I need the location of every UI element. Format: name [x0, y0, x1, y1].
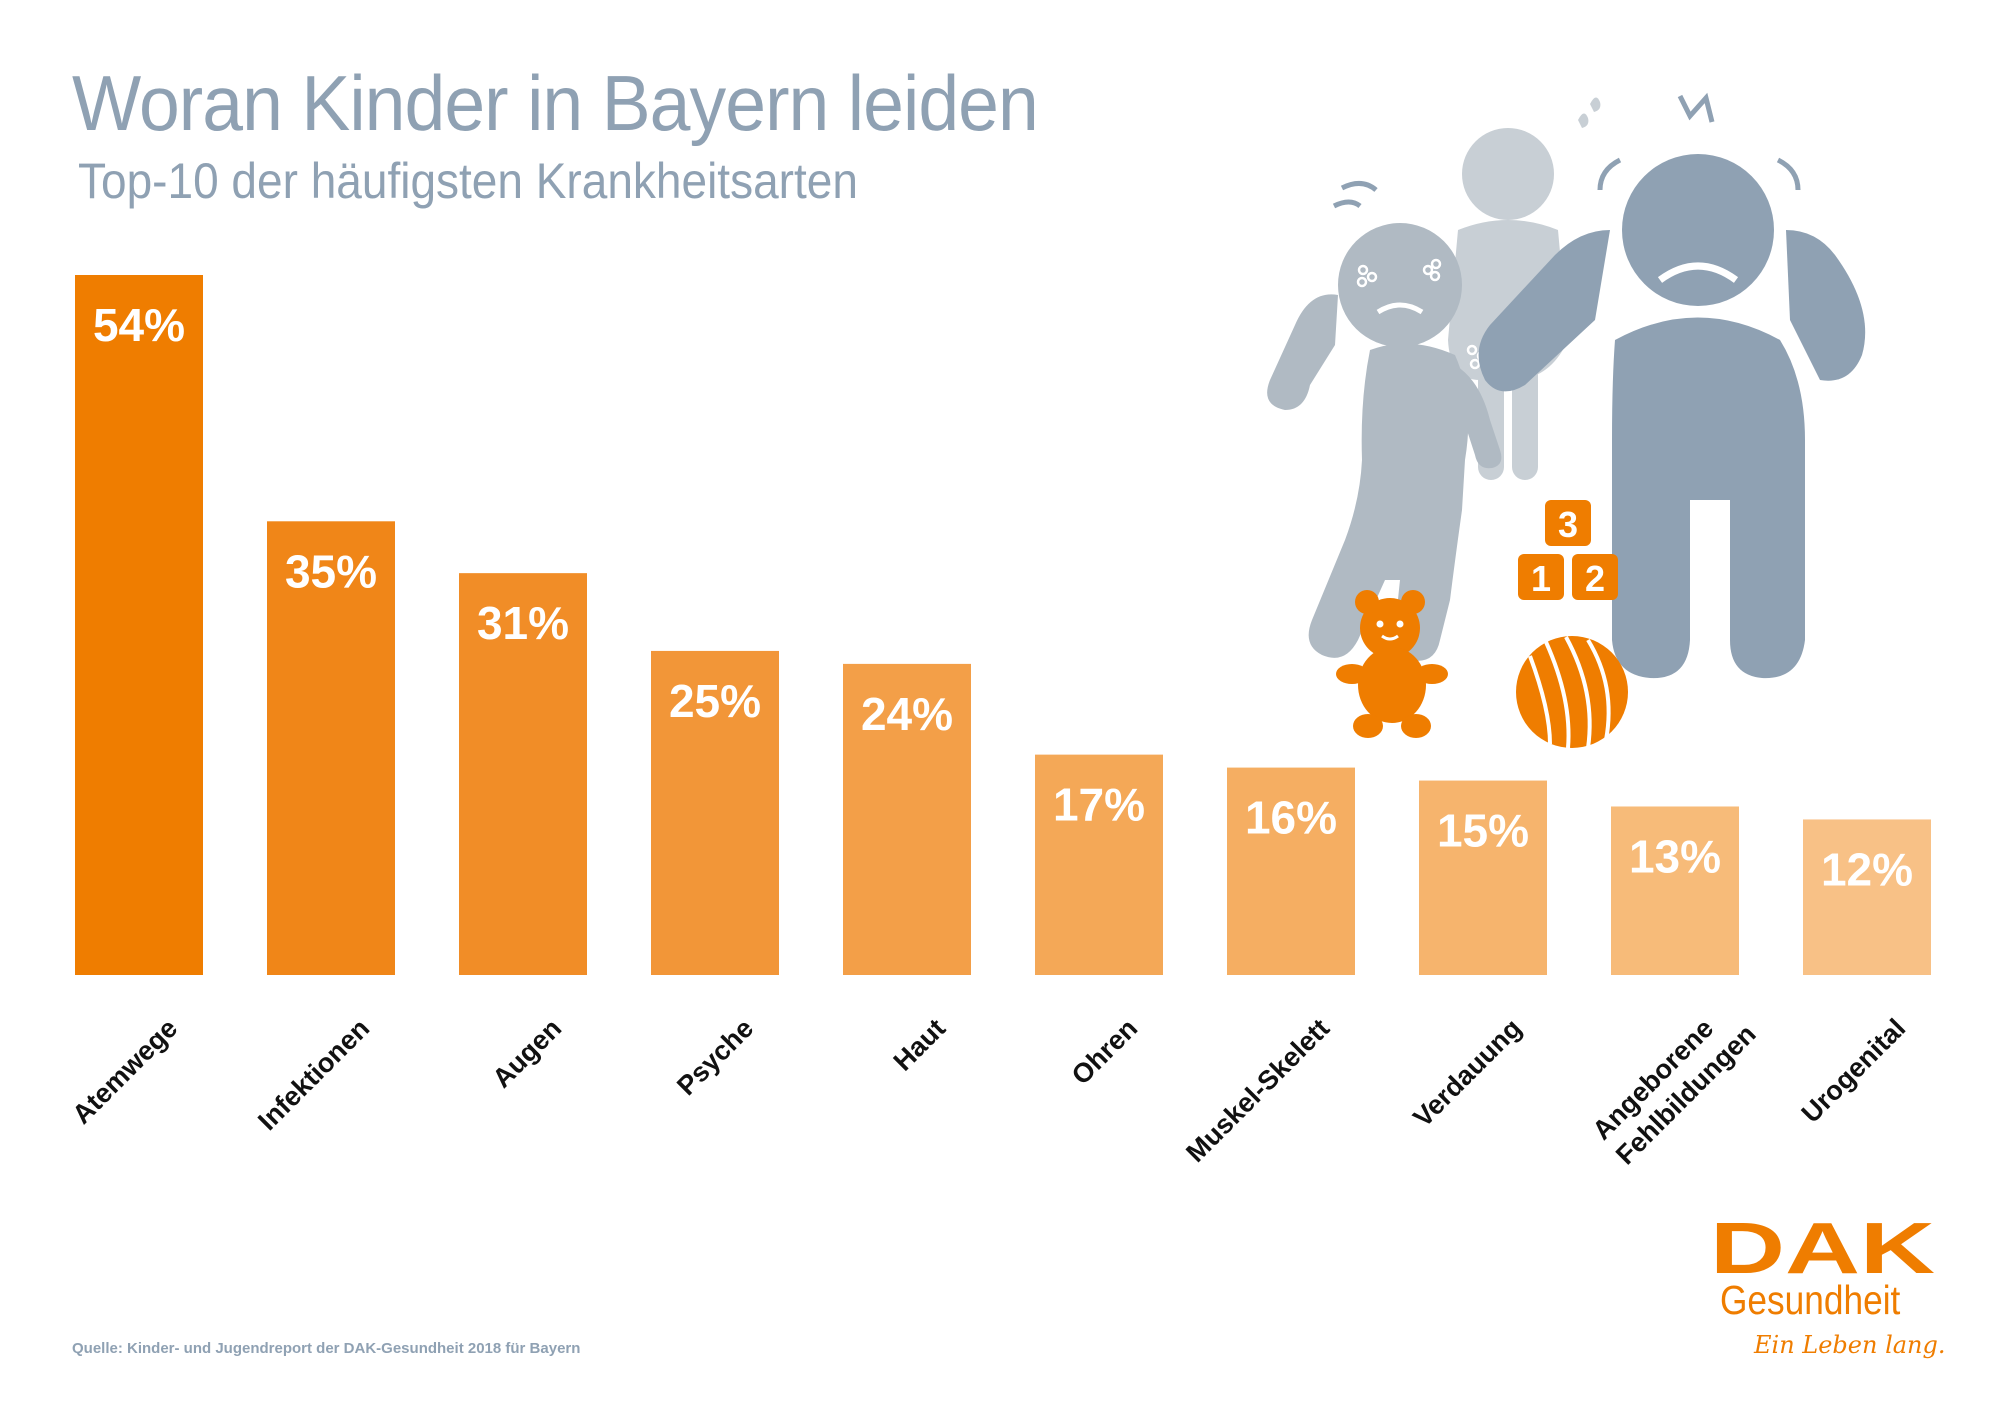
- value-label-9: 12%: [1821, 843, 1913, 895]
- itch-lines-icon: [1332, 181, 1378, 209]
- category-label-line: Ohren: [1066, 1013, 1143, 1090]
- category-label-5: Ohren: [1066, 1013, 1143, 1090]
- bar-5: [1035, 754, 1163, 975]
- category-label-line: Psyche: [671, 1013, 759, 1101]
- bars-group: [75, 275, 1931, 975]
- category-label-3: Psyche: [671, 1013, 759, 1101]
- teddy-bear-icon: [1336, 590, 1448, 738]
- category-label-0: Atemwege: [67, 1013, 184, 1130]
- bar-0: [75, 275, 203, 975]
- category-labels-group: Atemwege Infektionen Augen Psyche Haut Ohren M…: [67, 995, 1912, 1171]
- category-label-line: Muskel-Skelett: [1180, 1013, 1335, 1168]
- category-label-4: Haut: [888, 1013, 952, 1077]
- source-note: Quelle: Kinder- und Jugendreport der DAK…: [72, 1340, 581, 1357]
- logo-name: Gesundheit: [1720, 1277, 1901, 1323]
- category-label-line: Urogenital: [1796, 1013, 1912, 1129]
- category-label-line: Atemwege: [67, 1013, 184, 1130]
- sick-children-illustration: 3 1 2: [1267, 92, 1866, 749]
- category-label-7: Verdauung: [1407, 1013, 1527, 1133]
- bar-chart: 54% 35% 31% 25% 24% 17% 16% 15% 13% 12% Atemwege I…: [67, 275, 1931, 1171]
- value-label-4: 24%: [861, 688, 953, 740]
- value-label-6: 16%: [1245, 792, 1337, 844]
- toy-ball-icon: [1516, 636, 1628, 749]
- bar-3: [651, 650, 779, 975]
- category-label-2: Augen: [487, 1013, 568, 1094]
- sad-mouth-icon: [1376, 302, 1424, 315]
- value-label-8: 13%: [1629, 830, 1721, 882]
- headache-child-figure: [1478, 154, 1866, 679]
- block-2-number: 2: [1585, 558, 1605, 599]
- chart-subtitle: Top-10 der häufigsten Krankheitsarten: [78, 153, 858, 209]
- value-label-5: 17%: [1053, 779, 1145, 831]
- bar-8: [1611, 806, 1739, 975]
- bar-2: [459, 573, 587, 975]
- teddy-face-icon: [1376, 620, 1404, 641]
- category-label-8: AngeboreneFehlbildungen: [1586, 995, 1762, 1171]
- category-label-9: Urogenital: [1796, 1013, 1912, 1129]
- category-label-6: Muskel-Skelett: [1180, 1013, 1335, 1168]
- block-1: [1518, 554, 1564, 600]
- bar-9: [1803, 819, 1931, 975]
- bar-4: [843, 663, 971, 975]
- category-label-line: Verdauung: [1407, 1013, 1527, 1133]
- frown-mouth-icon: [1657, 262, 1739, 283]
- category-label-line: Infektionen: [252, 1013, 375, 1136]
- dak-logo-mark: DAK: [1710, 1215, 1935, 1277]
- bar-6: [1227, 767, 1355, 975]
- rash-spots-icon: [1356, 258, 1488, 370]
- value-label-2: 31%: [477, 597, 569, 649]
- category-label-line: Augen: [487, 1013, 568, 1094]
- chart-title: Woran Kinder in Bayern leiden: [72, 59, 1039, 147]
- value-labels-group: 54% 35% 31% 25% 24% 17% 16% 15% 13% 12%: [93, 299, 1913, 895]
- value-label-7: 15%: [1437, 805, 1529, 857]
- category-label-1: Infektionen: [252, 1013, 375, 1136]
- block-3: [1545, 500, 1591, 546]
- itchy-child-figure: [1267, 223, 1502, 661]
- pain-lines-icon: [1597, 92, 1801, 191]
- sweat-drops-icon: [1578, 97, 1601, 128]
- block-1-number: 1: [1531, 558, 1551, 599]
- value-label-3: 25%: [669, 675, 761, 727]
- number-blocks-icon: 3 1 2: [1518, 500, 1618, 600]
- value-label-0: 54%: [93, 299, 185, 351]
- dak-wordmark: DAK: [1710, 1215, 1935, 1277]
- block-3-number: 3: [1558, 504, 1578, 545]
- value-label-1: 35%: [285, 545, 377, 597]
- logo-claim: Ein Leben lang.: [1754, 1331, 1946, 1359]
- bar-1: [267, 521, 395, 975]
- dak-logo: DAK Gesundheit Ein Leben lang.: [1710, 1215, 1946, 1365]
- category-label-line: Haut: [888, 1013, 952, 1077]
- block-2: [1572, 554, 1618, 600]
- bar-7: [1419, 780, 1547, 975]
